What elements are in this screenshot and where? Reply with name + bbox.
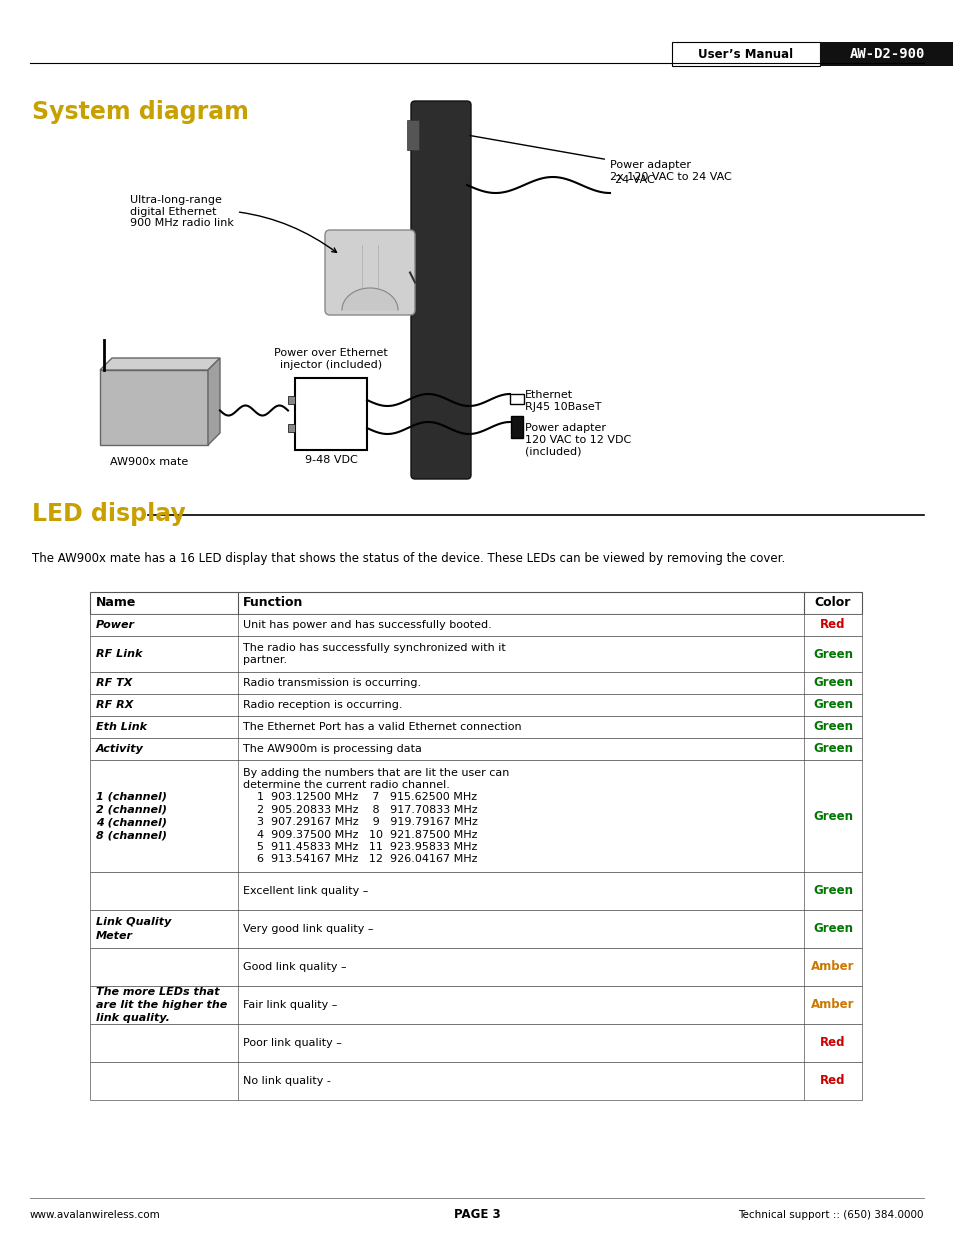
Text: Green: Green: [812, 742, 852, 756]
Text: Red: Red: [820, 1036, 845, 1050]
Text: Excellent link quality –: Excellent link quality –: [243, 885, 368, 897]
Text: The AW900x mate has a 16 LED display that shows the status of the device. These : The AW900x mate has a 16 LED display tha…: [32, 552, 784, 564]
Bar: [407, 120, 418, 149]
Text: Ultra-long-range
digital Ethernet
900 MHz radio link: Ultra-long-range digital Ethernet 900 MH…: [130, 195, 336, 252]
Text: Ethernet
RJ45 10BaseT: Ethernet RJ45 10BaseT: [524, 390, 601, 411]
Text: AW900x mate: AW900x mate: [110, 457, 188, 467]
Polygon shape: [341, 288, 397, 310]
Text: Red: Red: [820, 1074, 845, 1088]
Text: System diagram: System diagram: [32, 100, 249, 124]
Text: www.avalanwireless.com: www.avalanwireless.com: [30, 1210, 161, 1220]
Bar: [90, 760, 862, 872]
Text: Eth Link: Eth Link: [96, 722, 147, 732]
Text: The AW900m is processing data: The AW900m is processing data: [243, 743, 421, 755]
Text: Green: Green: [812, 720, 852, 734]
Text: Green: Green: [812, 647, 852, 661]
Bar: [90, 614, 862, 636]
Text: Green: Green: [812, 699, 852, 711]
Polygon shape: [100, 358, 220, 370]
Text: Power adapter
2x 120 VAC to 24 VAC: Power adapter 2x 120 VAC to 24 VAC: [469, 136, 731, 182]
Text: Power: Power: [96, 620, 135, 630]
Text: Link Quality
Meter: Link Quality Meter: [96, 918, 172, 941]
Bar: [294, 378, 367, 450]
Bar: [288, 424, 294, 432]
Text: AW-D2-900: AW-D2-900: [848, 47, 923, 61]
Bar: [90, 716, 862, 739]
Text: Green: Green: [812, 677, 852, 689]
Text: Green: Green: [812, 809, 852, 823]
Text: Very good link quality –: Very good link quality –: [243, 924, 374, 934]
Bar: [90, 1062, 862, 1100]
Bar: [90, 872, 862, 910]
Text: 9-48 VDC: 9-48 VDC: [304, 454, 357, 466]
Text: Unit has power and has successfully booted.: Unit has power and has successfully boot…: [243, 620, 491, 630]
Text: PAGE 3: PAGE 3: [454, 1209, 499, 1221]
Bar: [90, 986, 862, 1024]
Text: Radio transmission is occurring.: Radio transmission is occurring.: [243, 678, 420, 688]
Text: Power over Ethernet
injector (included): Power over Ethernet injector (included): [274, 348, 388, 369]
Bar: [288, 396, 294, 404]
Bar: [90, 672, 862, 694]
Text: The more LEDs that
are lit the higher the
link quality.: The more LEDs that are lit the higher th…: [96, 987, 227, 1024]
Bar: [90, 592, 862, 614]
Text: Amber: Amber: [810, 961, 854, 973]
Bar: [90, 739, 862, 760]
Bar: [820, 42, 953, 65]
Text: Amber: Amber: [810, 999, 854, 1011]
Text: The Ethernet Port has a valid Ethernet connection: The Ethernet Port has a valid Ethernet c…: [243, 722, 521, 732]
Text: Good link quality –: Good link quality –: [243, 962, 346, 972]
FancyBboxPatch shape: [411, 101, 471, 479]
Text: Radio reception is occurring.: Radio reception is occurring.: [243, 700, 402, 710]
Text: Name: Name: [96, 597, 136, 610]
Text: Power adapter
120 VAC to 12 VDC
(included): Power adapter 120 VAC to 12 VDC (include…: [524, 424, 631, 456]
Bar: [90, 948, 862, 986]
Text: RF Link: RF Link: [96, 650, 142, 659]
Bar: [90, 1024, 862, 1062]
Text: Red: Red: [820, 619, 845, 631]
Polygon shape: [208, 358, 220, 445]
Text: Function: Function: [243, 597, 303, 610]
FancyBboxPatch shape: [325, 230, 415, 315]
Text: RF TX: RF TX: [96, 678, 132, 688]
Text: Poor link quality –: Poor link quality –: [243, 1037, 341, 1049]
Bar: [90, 910, 862, 948]
Text: By adding the numbers that are lit the user can
determine the current radio chan: By adding the numbers that are lit the u…: [243, 768, 509, 864]
Text: Technical support :: (650) 384.0000: Technical support :: (650) 384.0000: [738, 1210, 923, 1220]
Bar: [90, 694, 862, 716]
Text: Green: Green: [812, 884, 852, 898]
Bar: [100, 370, 208, 445]
Text: Fair link quality –: Fair link quality –: [243, 1000, 337, 1010]
Text: 24 VAC: 24 VAC: [615, 175, 654, 185]
Text: The radio has successfully synchronized with it
partner.: The radio has successfully synchronized …: [243, 642, 505, 666]
Text: RF RX: RF RX: [96, 700, 133, 710]
Text: Color: Color: [814, 597, 850, 610]
Text: 1 (channel)
2 (channel)
4 (channel)
8 (channel): 1 (channel) 2 (channel) 4 (channel) 8 (c…: [96, 792, 167, 841]
Bar: [90, 636, 862, 672]
Bar: [671, 42, 820, 65]
Text: LED display: LED display: [32, 501, 186, 526]
Text: Activity: Activity: [96, 743, 144, 755]
Text: User’s Manual: User’s Manual: [698, 47, 793, 61]
Bar: [510, 394, 523, 404]
Text: Green: Green: [812, 923, 852, 935]
Bar: [511, 416, 522, 438]
Text: No link quality -: No link quality -: [243, 1076, 331, 1086]
